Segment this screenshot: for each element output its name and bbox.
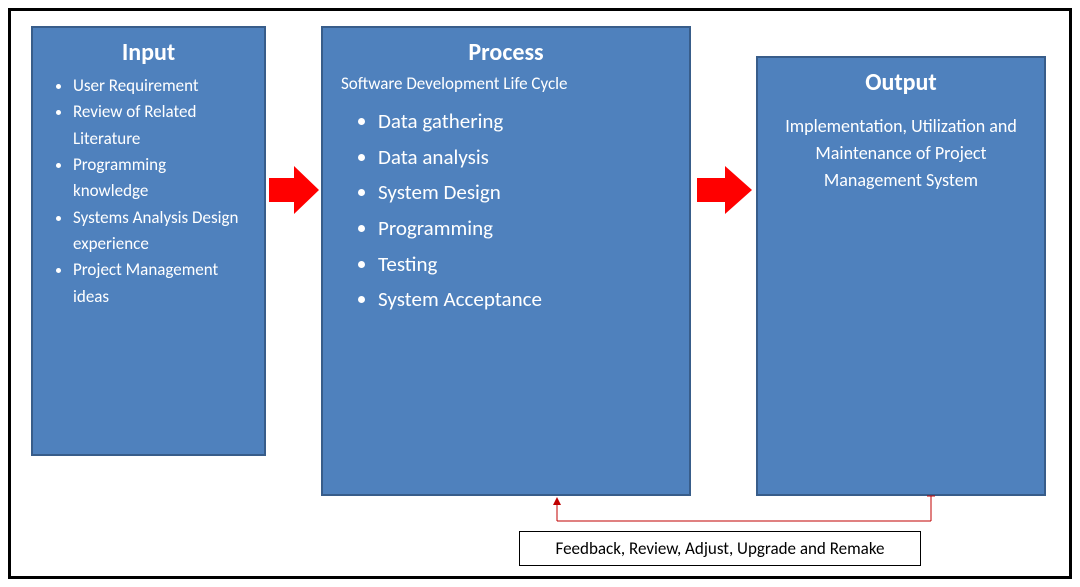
process-subtitle: Software Development Life Cycle [323, 73, 689, 104]
input-list: User Requirement Review of Related Liter… [33, 73, 264, 310]
input-box: Input User Requirement Review of Related… [31, 26, 266, 456]
list-item: Systems Analysis Design experience [73, 205, 244, 258]
output-title: Output [758, 58, 1044, 103]
list-item: Testing [378, 247, 669, 283]
feedback-label: Feedback, Review, Adjust, Upgrade and Re… [556, 538, 885, 559]
process-title: Process [323, 28, 689, 73]
list-item: User Requirement [73, 73, 244, 99]
list-item: Data gathering [378, 104, 669, 140]
process-list: Data gathering Data analysis System Desi… [323, 104, 689, 318]
list-item: Data analysis [378, 140, 669, 176]
diagram-frame: Input User Requirement Review of Related… [8, 8, 1072, 579]
list-item: Project Management ideas [73, 257, 244, 310]
process-box: Process Software Development Life Cycle … [321, 26, 691, 496]
list-item: System Acceptance [378, 282, 669, 318]
list-item: Programming [378, 211, 669, 247]
arrow-icon [269, 166, 319, 214]
feedback-label-box: Feedback, Review, Adjust, Upgrade and Re… [519, 531, 921, 566]
list-item: System Design [378, 175, 669, 211]
list-item: Programming knowledge [73, 152, 244, 205]
list-item: Review of Related Literature [73, 99, 244, 152]
input-title: Input [33, 28, 264, 73]
output-text: Implementation, Utilization and Maintena… [758, 103, 1044, 204]
arrow-icon [697, 166, 752, 214]
output-box: Output Implementation, Utilization and M… [756, 56, 1046, 496]
